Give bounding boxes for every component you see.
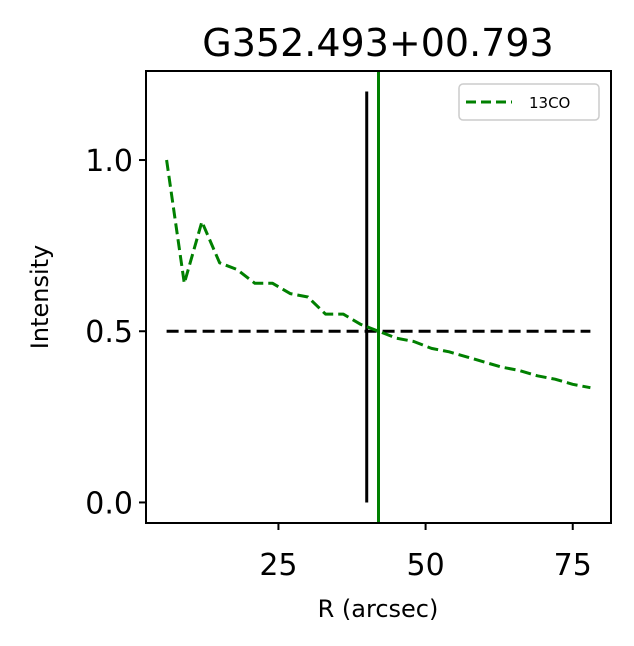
- plot-area: [165, 71, 591, 523]
- ticks: 25 50 75 0.0 0.5 1.0: [85, 144, 592, 583]
- y-tick-label-1: 0.5: [85, 315, 133, 350]
- y-tick-label-2: 1.0: [85, 144, 133, 179]
- x-tick-label-2: 75: [554, 548, 592, 583]
- legend-box: [458, 83, 600, 121]
- x-axis-label: R (arcsec): [318, 595, 439, 623]
- x-tick-label-0: 25: [259, 548, 297, 583]
- chart-title: G352.493+00.793: [202, 21, 553, 65]
- axes-frame: [145, 70, 612, 524]
- x-tick-label-1: 50: [406, 548, 444, 583]
- y-axis-label: Intensity: [26, 245, 54, 349]
- legend-label-13co: 13CO: [529, 94, 570, 112]
- legend: 13CO: [458, 83, 600, 121]
- y-tick-label-0: 0.0: [85, 486, 133, 521]
